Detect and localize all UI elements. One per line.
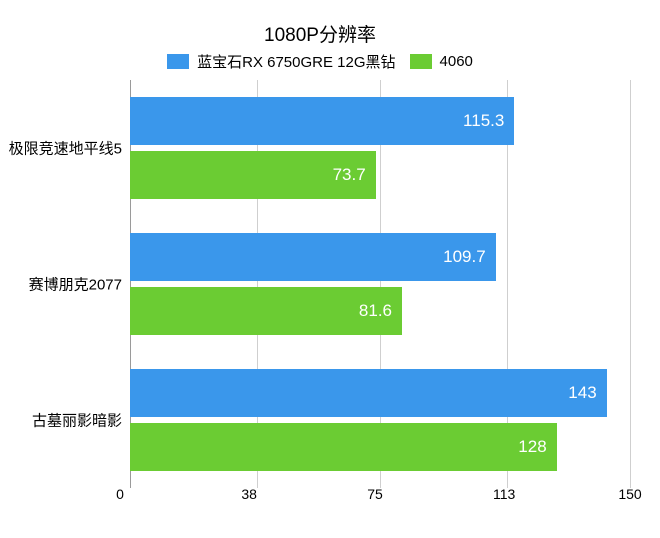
bar-value-label: 115.3 xyxy=(463,111,504,131)
bar-value-label: 128 xyxy=(518,437,546,457)
legend-item-series-0: 蓝宝石RX 6750GRE 12G黑钻 xyxy=(167,51,395,72)
category-label: 古墓丽影暗影 xyxy=(8,410,122,431)
x-tick-label: 75 xyxy=(367,486,383,502)
legend: 蓝宝石RX 6750GRE 12G黑钻 4060 xyxy=(10,51,630,72)
x-tick-label: 0 xyxy=(116,486,124,502)
bar-value-label: 73.7 xyxy=(333,165,366,185)
x-tick-label: 113 xyxy=(493,486,515,502)
bar-row: 115.3 xyxy=(130,97,630,145)
bar-value-label: 109.7 xyxy=(443,247,486,267)
x-axis-ticks: 03875113150 xyxy=(120,486,630,506)
x-tick-label: 38 xyxy=(241,486,257,502)
legend-label: 蓝宝石RX 6750GRE 12G黑钻 xyxy=(197,51,395,72)
bar-value-label: 81.6 xyxy=(359,301,392,321)
legend-item-series-1: 4060 xyxy=(410,53,473,70)
category-group: 极限竞速地平线5115.373.7 xyxy=(130,80,630,216)
category-label: 极限竞速地平线5 xyxy=(8,138,122,159)
category-label: 赛博朋克2077 xyxy=(8,274,122,295)
x-tick-label: 150 xyxy=(618,486,641,502)
legend-label: 4060 xyxy=(440,53,473,70)
category-group: 古墓丽影暗影143128 xyxy=(130,352,630,488)
chart-container: 1080P分辨率 蓝宝石RX 6750GRE 12G黑钻 4060 极限竞速地平… xyxy=(0,0,660,538)
bar-value-label: 143 xyxy=(568,383,596,403)
bar-series-0: 115.3 xyxy=(130,97,514,145)
legend-swatch-icon xyxy=(410,54,432,69)
grid-line xyxy=(630,80,631,488)
bar-row: 143 xyxy=(130,369,630,417)
bar-row: 128 xyxy=(130,423,630,471)
category-group: 赛博朋克2077109.781.6 xyxy=(130,216,630,352)
bar-series-1: 81.6 xyxy=(130,287,402,335)
bar-row: 81.6 xyxy=(130,287,630,335)
legend-swatch-icon xyxy=(167,54,189,69)
bar-series-0: 109.7 xyxy=(130,233,496,281)
chart-title: 1080P分辨率 xyxy=(10,20,630,47)
bar-groups: 极限竞速地平线5115.373.7赛博朋克2077109.781.6古墓丽影暗影… xyxy=(130,80,630,488)
bar-row: 73.7 xyxy=(130,151,630,199)
bar-series-1: 73.7 xyxy=(130,151,376,199)
bar-row: 109.7 xyxy=(130,233,630,281)
bar-series-1: 128 xyxy=(130,423,557,471)
bar-series-0: 143 xyxy=(130,369,607,417)
plot-area: 极限竞速地平线5115.373.7赛博朋克2077109.781.6古墓丽影暗影… xyxy=(130,80,630,488)
